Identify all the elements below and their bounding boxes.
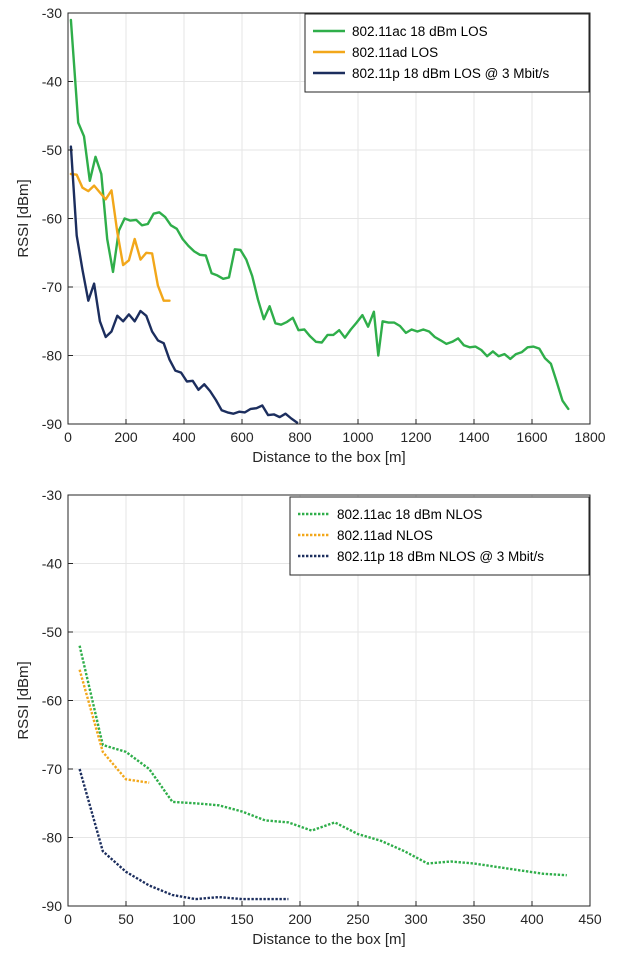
chart-2: 0 50 100 150 200 250 300 350 400 450 -30 -40 -50 -60 -… — [15, 487, 602, 948]
chart-1-x-tick-label: 400 — [172, 429, 196, 445]
chart-2-x-tick-label: 300 — [404, 911, 428, 927]
chart-2-series-3-line — [78, 768, 289, 901]
chart-2-series-2-line — [78, 669, 150, 784]
chart-2-y-tick-label: -40 — [42, 556, 62, 572]
chart-1-y-tick-label: -90 — [42, 416, 62, 432]
chart-2-x-tick-label: 50 — [118, 911, 134, 927]
chart-1-x-tick-label: 200 — [114, 429, 138, 445]
chart-1-x-tick-label: 1800 — [574, 429, 605, 445]
chart-1-x-tick-label: 1000 — [342, 429, 373, 445]
chart-2-y-tick-label: -90 — [42, 898, 62, 914]
chart-1-legend-label-1: 802.11ac 18 dBm LOS — [352, 24, 488, 39]
chart-1-y-tick-label: -80 — [42, 348, 62, 364]
chart-2-legend-label-2: 802.11ad NLOS — [337, 528, 433, 543]
chart-2-x-tick-label: 0 — [64, 911, 72, 927]
chart-2-y-tick-label: -50 — [42, 624, 62, 640]
chart-1-series-2-line — [69, 172, 171, 302]
chart-2-x-tick-label: 150 — [230, 911, 254, 927]
chart-2-y-tick-label: -70 — [42, 761, 62, 777]
chart-2-x-tick-label: 200 — [288, 911, 312, 927]
chart-1-x-tick-label: 1600 — [516, 429, 547, 445]
chart-1-x-axis-label: Distance to the box [m] — [252, 449, 405, 466]
chart-1-y-tick-label: -70 — [42, 279, 62, 295]
chart-1-x-tick-label: 600 — [230, 429, 254, 445]
chart-1: 0 200 400 600 800 1000 1200 1400 1600 1800 -30 -40 -… — [15, 5, 606, 466]
chart-2-legend — [289, 496, 590, 576]
chart-2-y-tick-label: -60 — [42, 693, 62, 709]
chart-1-x-tick-label: 1200 — [400, 429, 431, 445]
chart-1-legend-label-2: 802.11ad LOS — [352, 45, 438, 60]
chart-2-x-tick-label: 250 — [346, 911, 370, 927]
chart-1-x-tick-label: 800 — [288, 429, 312, 445]
chart-1-series-3-line — [69, 145, 299, 424]
chart-1-y-tick-label: -30 — [42, 5, 62, 21]
chart-2-legend-label-3: 802.11p 18 dBm NLOS @ 3 Mbit/s — [337, 549, 544, 564]
chart-2-y-tick-label: -80 — [42, 830, 62, 846]
chart-1-legend — [304, 13, 590, 93]
chart-1-x-tick-label: 0 — [64, 429, 72, 445]
chart-1-legend-label-3: 802.11p 18 dBm LOS @ 3 Mbit/s — [352, 66, 550, 81]
chart-2-y-tick-label: -30 — [42, 487, 62, 503]
chart-2-x-tick-label: 400 — [520, 911, 544, 927]
chart-1-y-axis-label: RSSI [dBm] — [15, 179, 32, 257]
chart-1-series-1-line — [69, 18, 570, 411]
chart-2-legend-label-1: 802.11ac 18 dBm NLOS — [337, 507, 482, 522]
chart-2-x-tick-label: 450 — [578, 911, 602, 927]
chart-2-x-tick-label: 100 — [172, 911, 196, 927]
chart-1-y-tick-label: -40 — [42, 74, 62, 90]
chart-1-y-tick-label: -50 — [42, 142, 62, 158]
chart-1-y-tick-label: -60 — [42, 211, 62, 227]
chart-2-y-axis-label: RSSI [dBm] — [15, 661, 32, 739]
chart-2-x-axis-label: Distance to the box [m] — [252, 931, 405, 948]
chart-1-x-tick-label: 1400 — [458, 429, 489, 445]
chart-2-x-tick-label: 350 — [462, 911, 486, 927]
